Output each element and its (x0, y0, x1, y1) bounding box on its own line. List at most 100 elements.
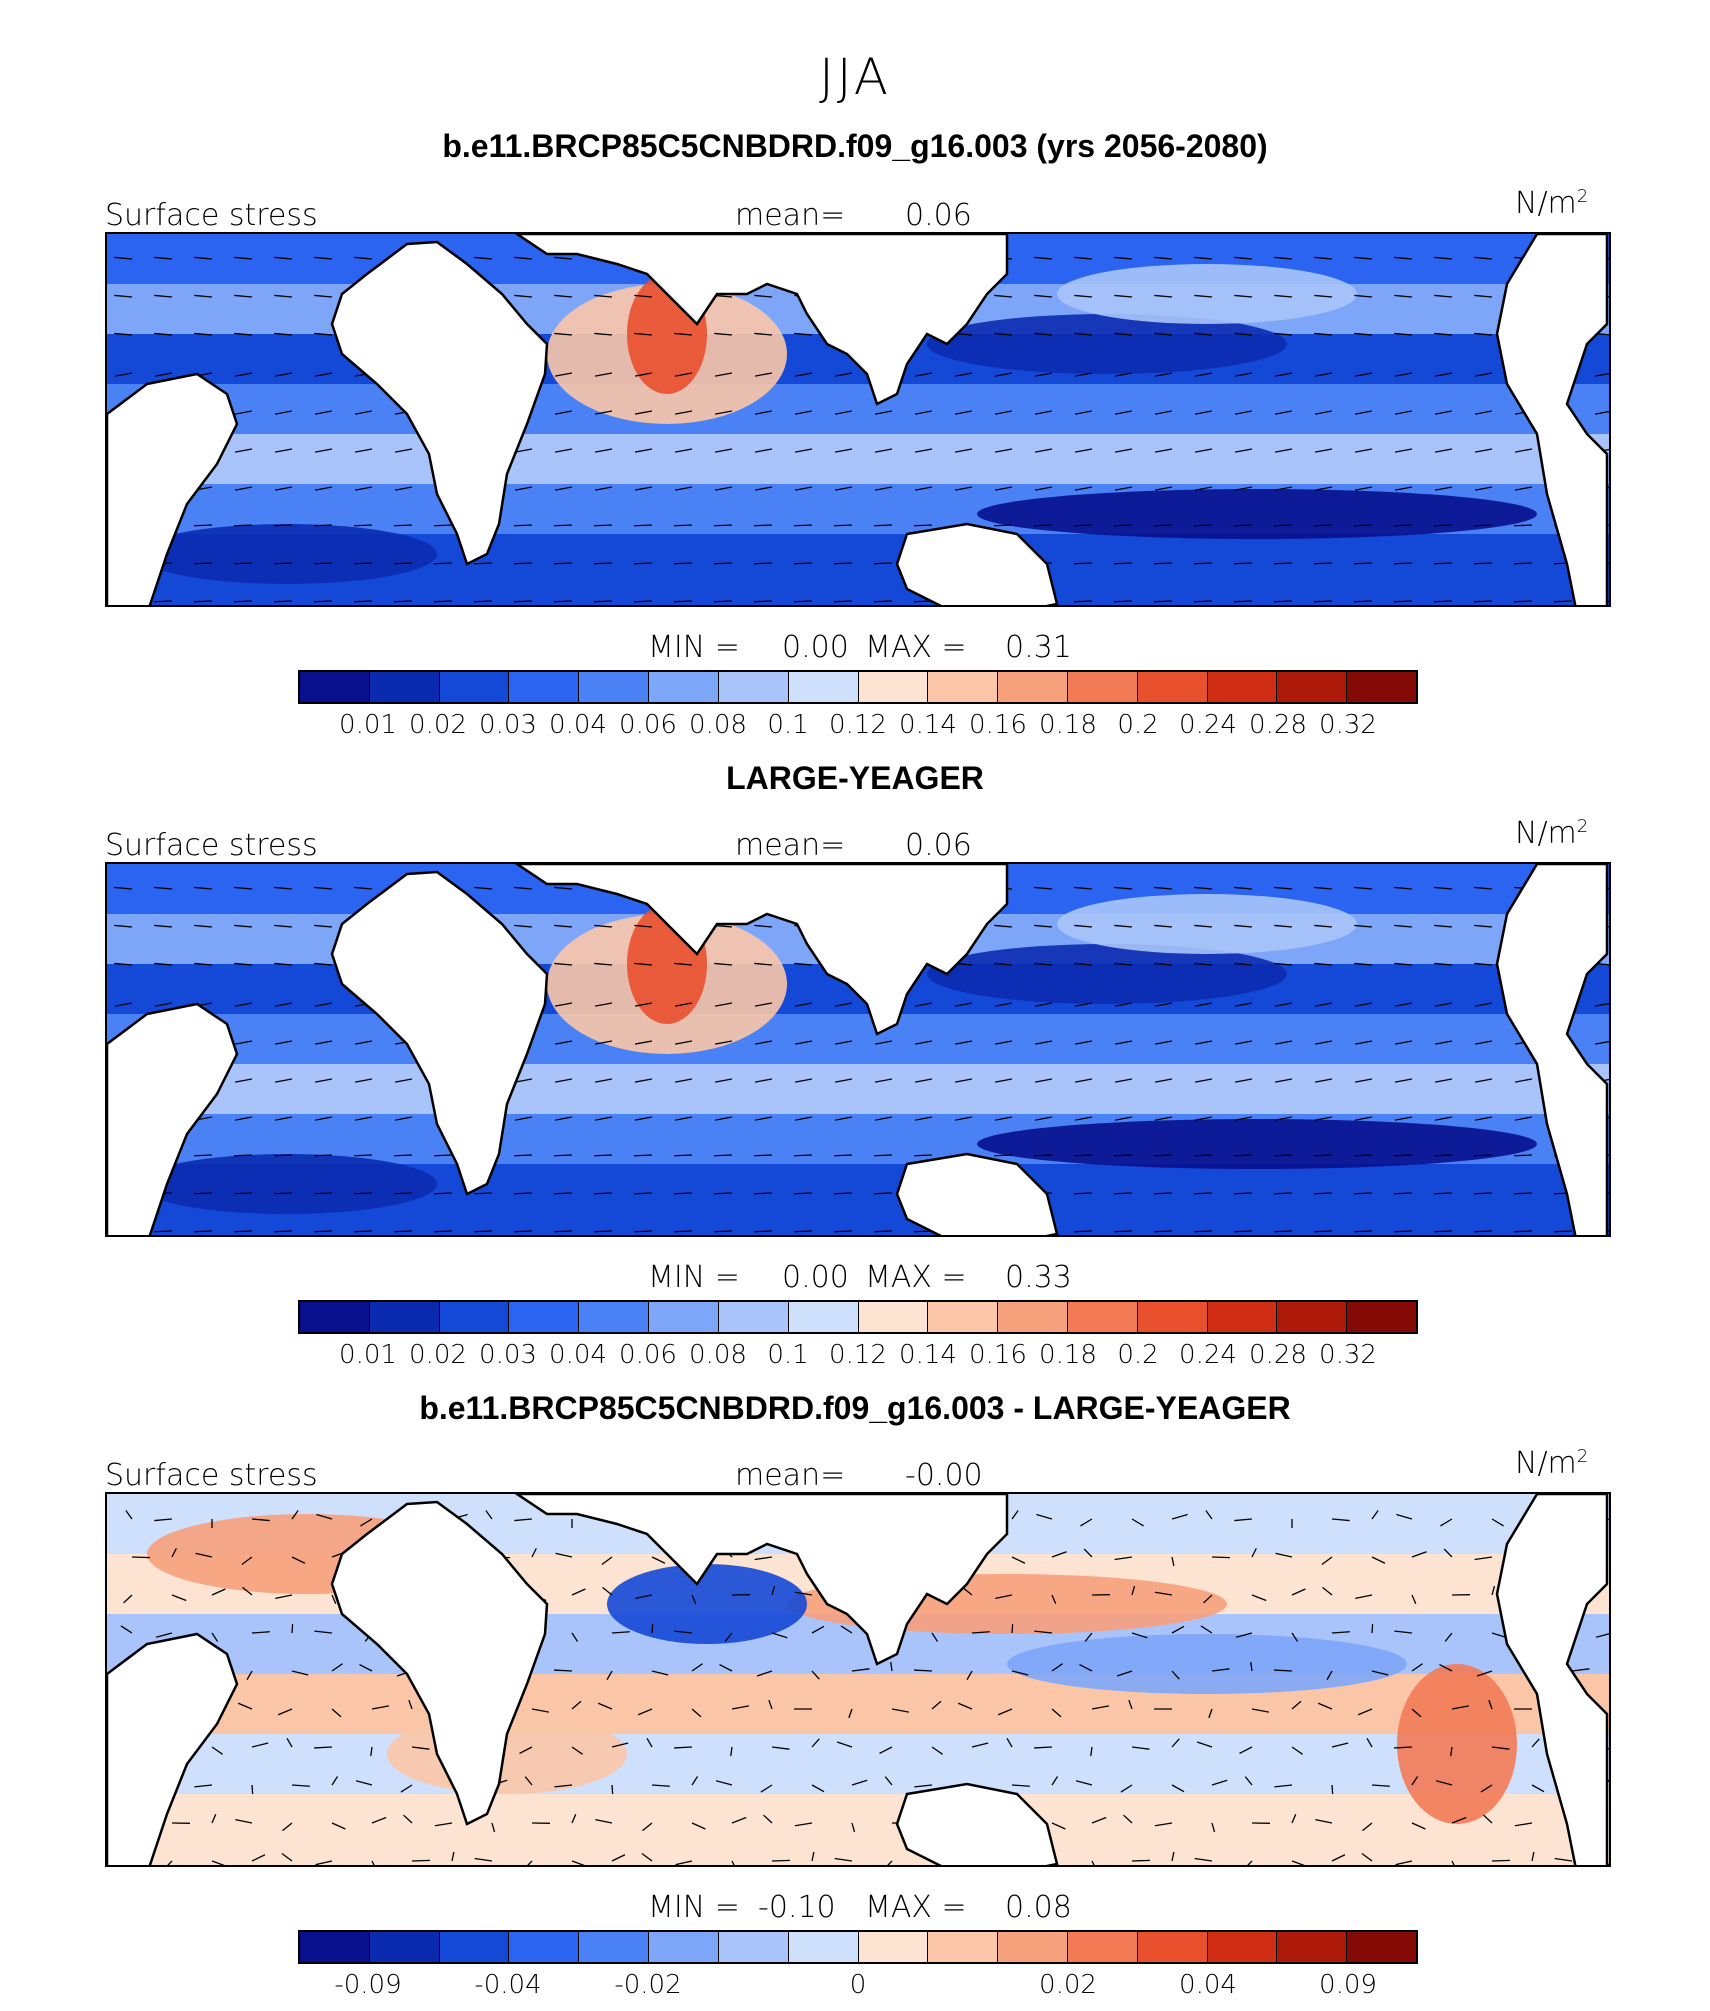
stress-vector (451, 1851, 455, 1862)
stress-vector (1411, 1822, 1426, 1830)
colorbar-tick-label: 0.16 (969, 710, 1027, 740)
stress-vector (171, 1594, 187, 1602)
stress-vector (1354, 1154, 1373, 1157)
colorbar-cell (649, 1302, 719, 1332)
stress-vector (1394, 1040, 1413, 1045)
colorbar-tick-label: 0.1 (767, 1340, 809, 1370)
stress-vector (714, 1230, 733, 1233)
stress-vector (1274, 486, 1293, 491)
stress-vector (1394, 600, 1413, 603)
colorbar-cell (1277, 1932, 1348, 1962)
stress-vector (274, 562, 293, 565)
stress-vector (1314, 448, 1333, 453)
stress-vector (234, 886, 253, 890)
stress-vector (794, 1822, 813, 1827)
colorbar-tick-label: 0.09 (1319, 1970, 1377, 2000)
stress-vector (1354, 448, 1373, 453)
stress-vector (1131, 1585, 1136, 1596)
stress-vector (554, 1669, 573, 1672)
stress-vector (514, 1116, 533, 1121)
stress-vector (1514, 1078, 1533, 1083)
stress-vector (634, 524, 653, 527)
stress-vector (1411, 1776, 1419, 1786)
stress-vector (114, 256, 133, 260)
stress-vector (1114, 448, 1133, 453)
stress-vector (291, 1784, 310, 1787)
colorbar-cell (1067, 672, 1138, 702)
stress-vector (771, 1859, 790, 1862)
stress-vector (594, 294, 613, 298)
stress-vector (1434, 600, 1453, 603)
stress-vector (234, 924, 253, 928)
stress-vector (1120, 1784, 1133, 1793)
stress-vector (554, 372, 573, 377)
stress-vector (314, 524, 333, 527)
stress-vector (754, 1002, 773, 1007)
stress-vector (314, 1192, 333, 1195)
stress-vector (314, 486, 333, 491)
stress-vector (731, 1816, 747, 1824)
stress-vector (1074, 1192, 1093, 1195)
stress-vector (554, 1002, 573, 1007)
stress-vector (274, 1116, 293, 1121)
stress-vector (274, 448, 293, 453)
stress-vector (554, 886, 573, 890)
stress-vector (1234, 1116, 1253, 1121)
stress-vector (1394, 962, 1413, 966)
stress-vector (994, 1078, 1013, 1083)
stress-vector (555, 1552, 573, 1558)
stress-vector (1154, 410, 1173, 415)
stress-vector (914, 1154, 933, 1157)
stress-vector (594, 562, 613, 565)
stress-vector (994, 962, 1013, 966)
stress-vector (1435, 1780, 1453, 1786)
stress-vector (675, 1860, 693, 1865)
stress-vector (1274, 524, 1293, 527)
colorbar-cell (858, 1302, 929, 1332)
stress-vector (1194, 600, 1213, 603)
colorbar-cell (439, 1302, 510, 1332)
stress-vector (291, 1623, 294, 1634)
stress-vector (1036, 1513, 1053, 1520)
stress-vector (611, 1854, 626, 1862)
colorbar-tick-label: 0.14 (899, 1340, 957, 1370)
stress-vector (994, 924, 1013, 928)
stress-vector (1443, 1548, 1453, 1558)
colorbar-tick-label: 0.2 (1117, 710, 1159, 740)
colorbar-cell (439, 672, 510, 702)
stress-vector (1354, 332, 1373, 336)
stress-vector (194, 600, 213, 603)
stress-vector (1474, 600, 1493, 603)
stress-vector (1274, 1116, 1293, 1121)
stress-vector (1434, 1078, 1453, 1083)
stress-vector (1114, 886, 1133, 890)
stress-vector (1114, 562, 1133, 565)
stress-vector (359, 1663, 373, 1672)
stress-vector (237, 1702, 253, 1710)
stress-vector (1011, 1510, 1019, 1520)
stress-vector (754, 562, 773, 565)
stress-vector (1234, 486, 1253, 491)
stress-vector (354, 1078, 373, 1083)
field-band (107, 384, 1609, 434)
stress-vector (1474, 448, 1493, 453)
stress-vector (331, 1594, 337, 1605)
stress-vector (1114, 1192, 1133, 1195)
stress-vector (1331, 1784, 1334, 1795)
stress-vector (1361, 1853, 1373, 1862)
stress-vector (1034, 1154, 1053, 1157)
stress-vector (1474, 294, 1493, 298)
stress-vector (1034, 1630, 1053, 1634)
colorbar-tick-label: 0.14 (899, 710, 957, 740)
stress-vector (1451, 1860, 1455, 1865)
stress-vector (914, 524, 933, 527)
stress-vector (1114, 1556, 1133, 1561)
stress-vector (1114, 1002, 1133, 1007)
stress-vector (634, 1078, 653, 1083)
stress-vector (554, 410, 573, 415)
stress-vector (1514, 600, 1533, 603)
stress-vector (554, 294, 573, 298)
map-canvas (107, 864, 1609, 1235)
stress-vector (1434, 1116, 1453, 1121)
stress-vector (1251, 1594, 1267, 1602)
